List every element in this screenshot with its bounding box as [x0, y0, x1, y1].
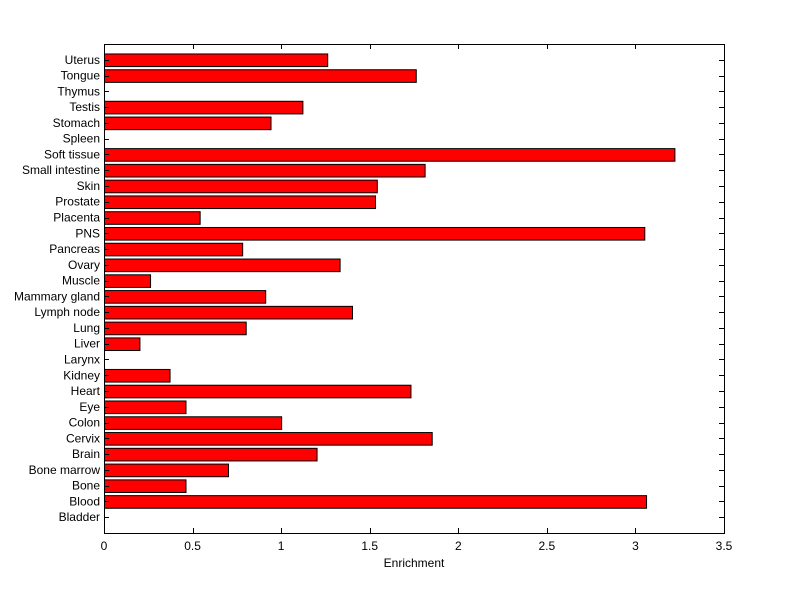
y-tick-label: Brain	[72, 447, 100, 461]
bar-pns	[104, 226, 646, 241]
y-tick-label: Uterus	[65, 53, 100, 67]
y-tick-label: Heart	[71, 384, 101, 398]
y-tick-label: PNS	[75, 226, 100, 240]
x-tick-label: 2	[455, 539, 462, 553]
y-tick-label: Ovary	[68, 258, 100, 272]
bar-placenta	[104, 211, 201, 225]
y-tick-label: Mammary gland	[14, 289, 100, 303]
bar-cervix	[104, 432, 433, 446]
y-tick-label: Cervix	[66, 431, 100, 445]
bar-mammary-gland	[104, 290, 267, 304]
bar-colon	[104, 416, 283, 430]
y-tick-label: Eye	[79, 400, 100, 414]
bar-brain	[104, 447, 318, 462]
x-tick-label: 1.5	[361, 539, 378, 553]
bar-prostate	[104, 195, 377, 210]
y-tick-label: Bone marrow	[29, 463, 101, 477]
bar-muscle	[104, 274, 152, 288]
y-tick-label: Lymph node	[34, 305, 100, 319]
bar-testis	[104, 100, 304, 115]
y-tick-label: Thymus	[57, 84, 100, 98]
x-tick-label: 0.5	[184, 539, 201, 553]
y-tick-label: Bladder	[59, 510, 100, 524]
bar-small-intestine	[104, 163, 426, 178]
bar-skin	[104, 179, 378, 194]
y-tick-label: Tongue	[61, 69, 101, 83]
y-tick-label: Colon	[69, 416, 100, 430]
bar-bone-marrow	[104, 463, 229, 478]
y-tick-label: Spleen	[63, 132, 100, 146]
bar-ovary	[104, 258, 341, 273]
y-tick-label: Soft tissue	[44, 147, 100, 161]
bar-bone	[104, 479, 187, 493]
y-tick-label: Skin	[77, 179, 100, 193]
y-tick-label: Small intestine	[22, 163, 100, 177]
bar-lung	[104, 321, 247, 336]
x-tick-label: 2.5	[539, 539, 556, 553]
x-tick-label: 3.5	[716, 539, 733, 553]
plot-area-frame	[104, 44, 725, 534]
y-tick-label: Stomach	[53, 116, 100, 130]
y-tick-label: Prostate	[55, 195, 100, 209]
bar-stomach	[104, 116, 272, 131]
bar-uterus	[104, 53, 329, 68]
bar-blood	[104, 495, 648, 509]
y-tick-label: Placenta	[53, 211, 100, 225]
y-tick-label: Pancreas	[49, 242, 100, 256]
x-tick-label: 3	[632, 539, 639, 553]
y-tick-label: Testis	[69, 100, 100, 114]
bar-soft-tissue	[104, 148, 676, 162]
bar-liver	[104, 337, 141, 352]
x-axis-label: Enrichment	[384, 556, 445, 570]
y-tick-label: Bone	[72, 479, 100, 493]
bar-pancreas	[104, 242, 244, 257]
y-tick-label: Larynx	[64, 352, 100, 366]
bar-eye	[104, 400, 187, 415]
y-tick-label: Muscle	[62, 274, 100, 288]
bar-tongue	[104, 69, 417, 83]
y-tick-label: Liver	[74, 337, 100, 351]
bar-kidney	[104, 368, 171, 383]
y-tick-label: Lung	[73, 321, 100, 335]
bar-heart	[104, 384, 412, 399]
x-tick-label: 0	[101, 539, 108, 553]
x-tick-label: 1	[278, 539, 285, 553]
y-tick-label: Kidney	[63, 368, 100, 382]
y-tick-label: Blood	[69, 494, 100, 508]
bar-lymph-node	[104, 305, 353, 320]
